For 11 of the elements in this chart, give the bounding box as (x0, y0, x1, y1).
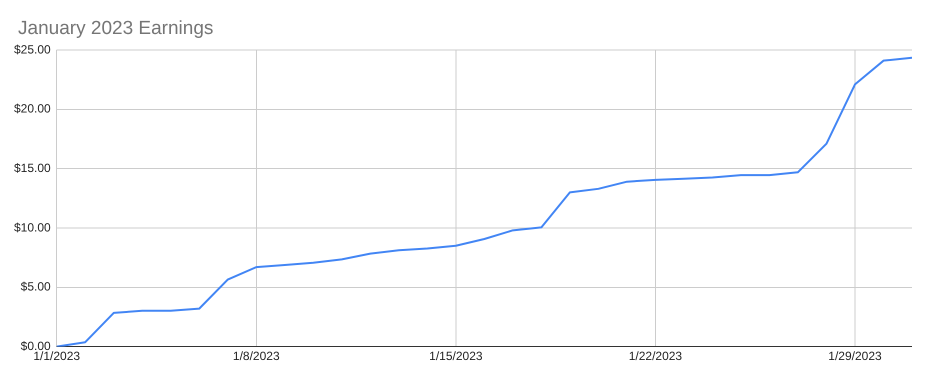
x-tick-label: 1/8/2023 (232, 349, 280, 364)
x-tick-label: 1/22/2023 (628, 349, 682, 364)
y-tick-label: $5.00 (20, 280, 52, 294)
x-tick-label: 1/29/2023 (828, 349, 882, 364)
chart-title: January 2023 Earnings (18, 18, 214, 40)
y-tick-label: $10.00 (14, 220, 52, 234)
x-tick-label: 1/15/2023 (429, 349, 483, 364)
y-tick-label: $25.00 (14, 42, 52, 56)
x-tick-label: 1/1/2023 (33, 349, 80, 364)
y-tick-label: $20.00 (14, 102, 52, 116)
y-tick-label: $15.00 (14, 160, 52, 175)
